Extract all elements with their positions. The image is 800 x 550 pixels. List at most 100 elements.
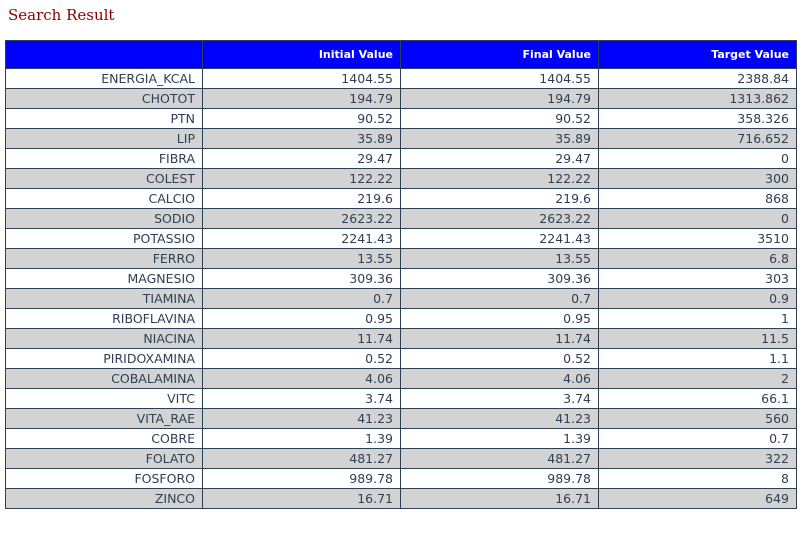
- cell-initial-value: 0.95: [202, 308, 401, 329]
- cell-final-value: 219.6: [400, 188, 599, 209]
- cell-initial-value: 2241.43: [202, 228, 401, 249]
- cell-target-value: 3510: [598, 228, 797, 249]
- cell-target-value: 0.7: [598, 428, 797, 449]
- cell-target-value: 0: [598, 148, 797, 169]
- cell-initial-value: 16.71: [202, 488, 401, 509]
- table-row: FOSFORO 989.78 989.78 8: [5, 468, 797, 489]
- header-final-value: Final Value: [400, 40, 599, 69]
- cell-initial-value: 0.7: [202, 288, 401, 309]
- cell-final-value: 11.74: [400, 328, 599, 349]
- cell-nutrient: COBALAMINA: [5, 368, 203, 389]
- cell-final-value: 2623.22: [400, 208, 599, 229]
- cell-initial-value: 481.27: [202, 448, 401, 469]
- cell-final-value: 1.39: [400, 428, 599, 449]
- cell-final-value: 0.7: [400, 288, 599, 309]
- cell-nutrient: FIBRA: [5, 148, 203, 169]
- cell-nutrient: PTN: [5, 108, 203, 129]
- cell-nutrient: TIAMINA: [5, 288, 203, 309]
- header-initial-value: Initial Value: [202, 40, 401, 69]
- cell-final-value: 13.55: [400, 248, 599, 269]
- cell-target-value: 322: [598, 448, 797, 469]
- cell-initial-value: 219.6: [202, 188, 401, 209]
- cell-target-value: 358.326: [598, 108, 797, 129]
- table-row: VITA_RAE 41.23 41.23 560: [5, 408, 797, 429]
- table-row: SODIO 2623.22 2623.22 0: [5, 208, 797, 229]
- cell-nutrient: NIACINA: [5, 328, 203, 349]
- cell-nutrient: COBRE: [5, 428, 203, 449]
- cell-initial-value: 194.79: [202, 88, 401, 109]
- cell-final-value: 90.52: [400, 108, 599, 129]
- search-results-table: Initial Value Final Value Target Value E…: [5, 40, 797, 509]
- cell-final-value: 3.74: [400, 388, 599, 409]
- cell-initial-value: 90.52: [202, 108, 401, 129]
- table-header: Initial Value Final Value Target Value: [5, 40, 797, 69]
- cell-target-value: 1: [598, 308, 797, 329]
- table-row: MAGNESIO 309.36 309.36 303: [5, 268, 797, 289]
- cell-initial-value: 35.89: [202, 128, 401, 149]
- cell-nutrient: ENERGIA_KCAL: [5, 68, 203, 89]
- cell-nutrient: POTASSIO: [5, 228, 203, 249]
- cell-initial-value: 1404.55: [202, 68, 401, 89]
- cell-target-value: 2388.84: [598, 68, 797, 89]
- cell-initial-value: 13.55: [202, 248, 401, 269]
- cell-initial-value: 309.36: [202, 268, 401, 289]
- cell-target-value: 2: [598, 368, 797, 389]
- table-row: RIBOFLAVINA 0.95 0.95 1: [5, 308, 797, 329]
- cell-target-value: 868: [598, 188, 797, 209]
- table-row: CALCIO 219.6 219.6 868: [5, 188, 797, 209]
- cell-final-value: 2241.43: [400, 228, 599, 249]
- cell-final-value: 0.52: [400, 348, 599, 369]
- cell-nutrient: CALCIO: [5, 188, 203, 209]
- cell-nutrient: ZINCO: [5, 488, 203, 509]
- cell-initial-value: 989.78: [202, 468, 401, 489]
- cell-final-value: 309.36: [400, 268, 599, 289]
- cell-nutrient: FERRO: [5, 248, 203, 269]
- cell-final-value: 35.89: [400, 128, 599, 149]
- table-row: ENERGIA_KCAL 1404.55 1404.55 2388.84: [5, 68, 797, 89]
- cell-nutrient: COLEST: [5, 168, 203, 189]
- cell-target-value: 66.1: [598, 388, 797, 409]
- cell-initial-value: 11.74: [202, 328, 401, 349]
- cell-target-value: 0: [598, 208, 797, 229]
- header-row: Initial Value Final Value Target Value: [5, 40, 797, 69]
- table-body: ENERGIA_KCAL 1404.55 1404.55 2388.84 CHOTOT 1…: [5, 68, 797, 509]
- cell-target-value: 11.5: [598, 328, 797, 349]
- cell-final-value: 29.47: [400, 148, 599, 169]
- cell-nutrient: LIP: [5, 128, 203, 149]
- table-row: NIACINA 11.74 11.74 11.5: [5, 328, 797, 349]
- cell-target-value: 8: [598, 468, 797, 489]
- table-row: ZINCO 16.71 16.71 649: [5, 488, 797, 509]
- cell-initial-value: 0.52: [202, 348, 401, 369]
- header-target-value: Target Value: [598, 40, 797, 69]
- cell-target-value: 1313.862: [598, 88, 797, 109]
- table-row: COBRE 1.39 1.39 0.7: [5, 428, 797, 449]
- cell-final-value: 41.23: [400, 408, 599, 429]
- page-title: Search Result: [8, 6, 115, 24]
- cell-final-value: 194.79: [400, 88, 599, 109]
- table-row: FERRO 13.55 13.55 6.8: [5, 248, 797, 269]
- cell-initial-value: 29.47: [202, 148, 401, 169]
- cell-final-value: 4.06: [400, 368, 599, 389]
- cell-nutrient: VITC: [5, 388, 203, 409]
- cell-target-value: 560: [598, 408, 797, 429]
- cell-nutrient: PIRIDOXAMINA: [5, 348, 203, 369]
- cell-final-value: 0.95: [400, 308, 599, 329]
- table-row: PTN 90.52 90.52 358.326: [5, 108, 797, 129]
- cell-target-value: 1.1: [598, 348, 797, 369]
- cell-final-value: 481.27: [400, 448, 599, 469]
- cell-target-value: 649: [598, 488, 797, 509]
- cell-initial-value: 4.06: [202, 368, 401, 389]
- cell-final-value: 1404.55: [400, 68, 599, 89]
- cell-target-value: 303: [598, 268, 797, 289]
- cell-nutrient: SODIO: [5, 208, 203, 229]
- table-row: POTASSIO 2241.43 2241.43 3510: [5, 228, 797, 249]
- cell-nutrient: MAGNESIO: [5, 268, 203, 289]
- cell-initial-value: 122.22: [202, 168, 401, 189]
- cell-nutrient: FOLATO: [5, 448, 203, 469]
- cell-target-value: 0.9: [598, 288, 797, 309]
- table-row: FOLATO 481.27 481.27 322: [5, 448, 797, 469]
- cell-nutrient: RIBOFLAVINA: [5, 308, 203, 329]
- cell-initial-value: 1.39: [202, 428, 401, 449]
- table-row: FIBRA 29.47 29.47 0: [5, 148, 797, 169]
- cell-nutrient: FOSFORO: [5, 468, 203, 489]
